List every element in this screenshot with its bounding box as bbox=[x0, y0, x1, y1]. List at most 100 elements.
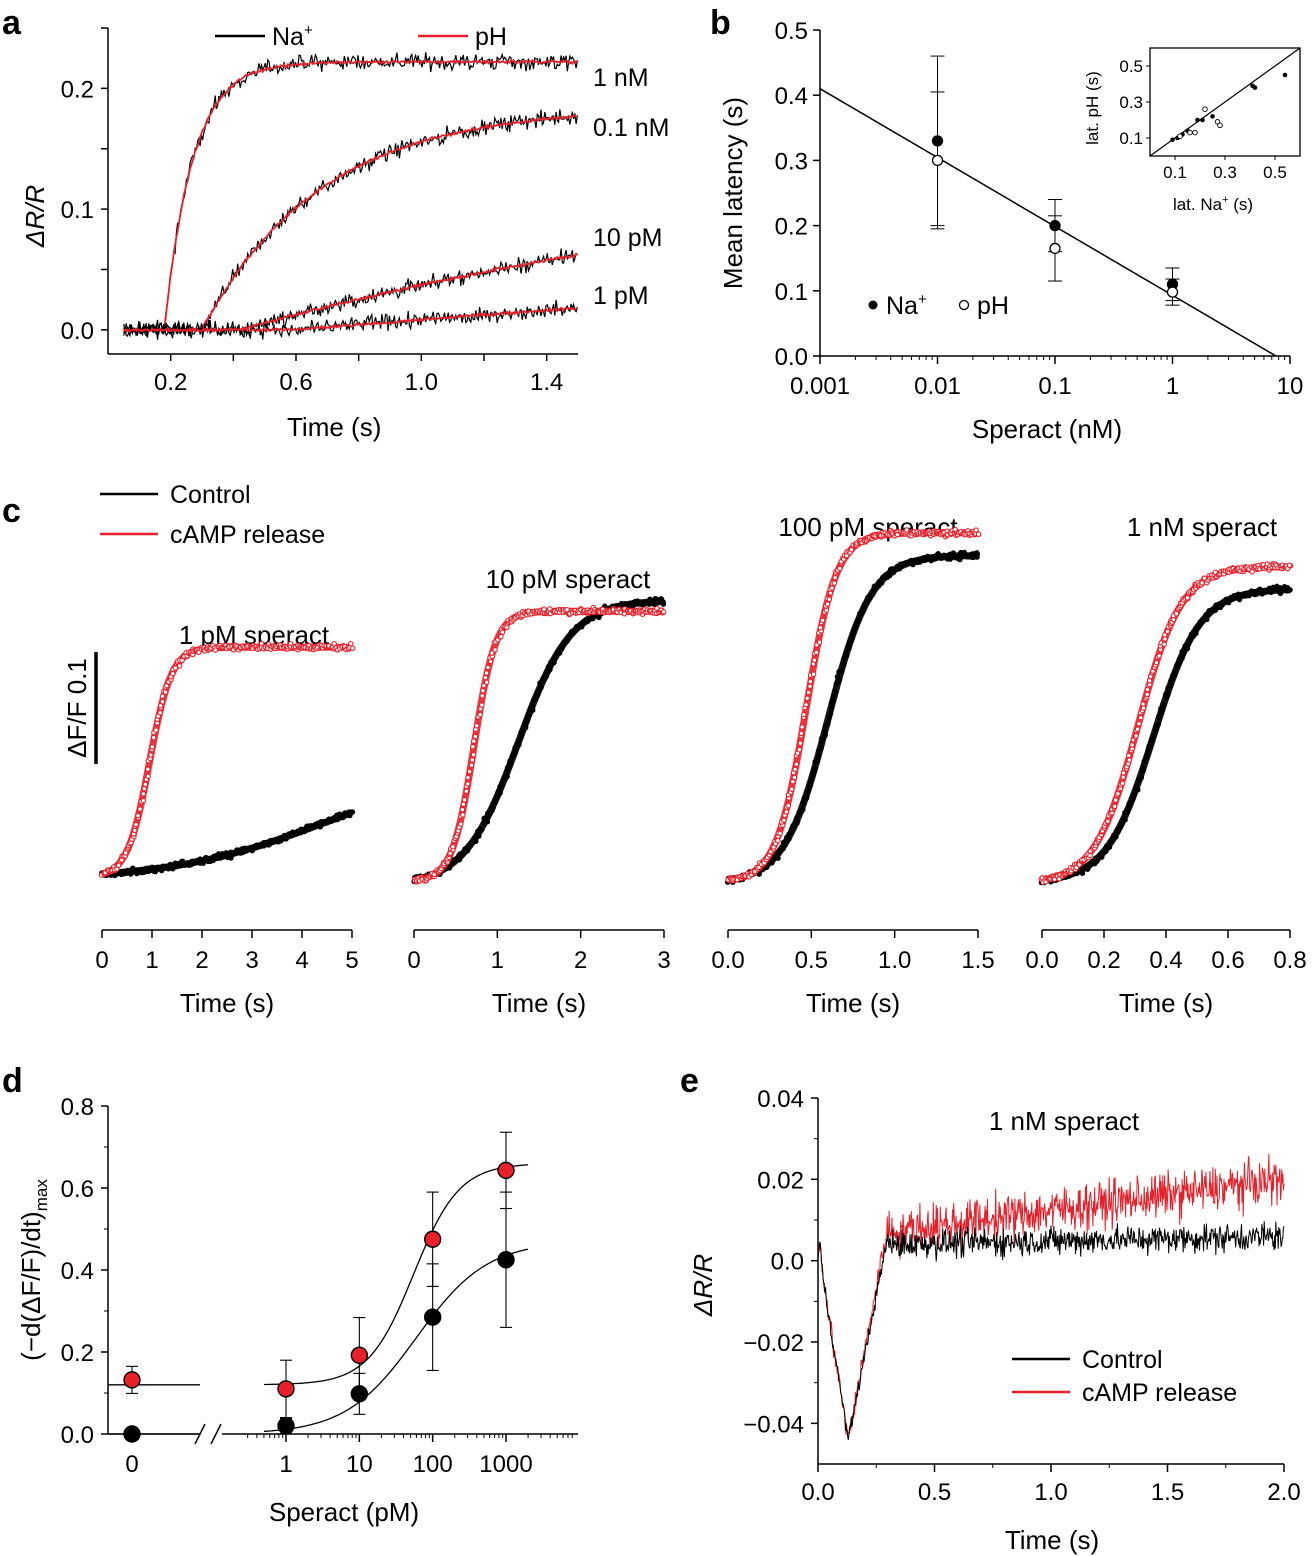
panel-d-point bbox=[497, 1251, 515, 1269]
panel-a-ytick-label: 0.2 bbox=[61, 76, 94, 103]
panel-c-camp-trace-dot bbox=[481, 682, 487, 689]
panel-c-xtick-label: 0.5 bbox=[795, 947, 828, 974]
panel-c-control-trace-dot bbox=[507, 760, 514, 766]
panel-c-camp-trace-dot bbox=[811, 657, 818, 664]
panel-c-camp-trace-dot bbox=[162, 689, 169, 695]
panel-c-camp-trace-dot bbox=[975, 531, 982, 538]
panel-c-camp-trace-dot bbox=[805, 689, 812, 696]
panel-c-camp-trace-dot bbox=[1125, 752, 1132, 759]
panel-c-camp-trace-dot bbox=[781, 817, 787, 824]
panel-b-inset-point-open bbox=[1187, 129, 1193, 136]
panel-c-camp-trace-dot bbox=[115, 862, 122, 869]
panel-c-camp-trace-dot bbox=[796, 746, 803, 753]
panel-c-camp-trace-dot bbox=[499, 629, 506, 636]
panel-c-xlabel: Time (s) bbox=[492, 988, 586, 1018]
panel-b-inset-point-open bbox=[1217, 122, 1223, 129]
panel-c-camp-trace-dot bbox=[1161, 641, 1167, 648]
panel-c-control-trace-dot bbox=[478, 827, 485, 833]
panel-c-camp-trace-dot bbox=[489, 650, 495, 656]
panel-c-camp-trace-dot bbox=[483, 679, 490, 686]
panel-c-control-trace-dot bbox=[1106, 844, 1113, 850]
panel-c-control-trace-dot bbox=[843, 650, 849, 656]
panel-c-chart: Control cAMP release ΔF/F 0.1 1 pM spera… bbox=[62, 481, 1307, 1018]
panel-c-camp-trace-dot bbox=[813, 649, 820, 656]
panel-c-camp-trace-dot bbox=[148, 752, 154, 758]
panel-c-camp-trace-dot bbox=[176, 663, 183, 669]
panel-c-camp-trace-dot bbox=[465, 781, 471, 787]
panel-c-xtick-label: 0 bbox=[407, 947, 420, 974]
panel-c-camp-trace-dot bbox=[1087, 852, 1093, 859]
panel-d-fit-curve bbox=[108, 1164, 529, 1386]
panel-c-xtick-label: 3 bbox=[245, 947, 258, 974]
panel-c-control-trace-dot bbox=[1140, 764, 1146, 771]
panel-c-control-trace-dot bbox=[1186, 637, 1193, 644]
panel-c-control-trace-dot bbox=[1150, 732, 1157, 739]
panel-c-control-trace-band bbox=[411, 597, 667, 884]
panel-c-control-trace-dot bbox=[828, 705, 835, 711]
panel-c-camp-trace-dot bbox=[1144, 691, 1150, 698]
panel-d-ylabel: (−d(ΔF/F)/dt)max bbox=[16, 1179, 51, 1361]
panel-c-control-trace-dot bbox=[476, 833, 482, 839]
panel-c-camp-trace-dot bbox=[150, 734, 157, 741]
panel-c-camp-trace-dot bbox=[145, 766, 151, 773]
panel-c-camp-trace-dot bbox=[145, 773, 151, 780]
panel-c-camp-trace-dot bbox=[824, 601, 831, 607]
panel-c-camp-trace-dot bbox=[829, 585, 835, 591]
panel-c-camp-trace-dot bbox=[798, 730, 805, 737]
panel-d-xtick-label: 100 bbox=[413, 1451, 453, 1478]
panel-c-camp-trace-dot bbox=[153, 727, 159, 733]
panel-c-camp-trace-dot bbox=[1140, 701, 1146, 707]
panel-c-camp-trace-dot bbox=[471, 738, 477, 744]
panel-c-control-trace-dot bbox=[1131, 791, 1138, 798]
panel-b-inset-ytick-label: 0.3 bbox=[1119, 93, 1143, 112]
panel-c-camp-trace-dot bbox=[157, 710, 163, 716]
panel-b-inset-ytick-label: 0.1 bbox=[1119, 129, 1143, 148]
panel-c-camp-trace-dot bbox=[140, 797, 147, 804]
panel-c-camp-trace-dot bbox=[819, 617, 826, 624]
panel-c-camp-trace-dot bbox=[1133, 733, 1139, 739]
panel-b-inset-point-filled bbox=[1210, 114, 1215, 119]
panel-c-scale-label: ΔF/F 0.1 bbox=[62, 658, 92, 758]
panel-c-camp-trace-dot bbox=[792, 766, 798, 773]
panel-c-control-trace-dot bbox=[861, 607, 867, 613]
panel-c-camp-trace-dot bbox=[170, 670, 176, 677]
panel-a-xtick-label: 0.6 bbox=[279, 369, 312, 396]
panel-b-xtick-label: 1 bbox=[1166, 373, 1179, 400]
panel-c-control-trace-dot bbox=[812, 765, 818, 772]
panel-b-ytick-label: 0.0 bbox=[775, 344, 808, 371]
panel-b-xtick-label: 0.01 bbox=[914, 373, 961, 400]
panel-b-inset-xtick-label: 0.1 bbox=[1163, 163, 1187, 182]
panel-a-xtick-label: 0.2 bbox=[154, 369, 187, 396]
panel-c-camp-trace-dot bbox=[816, 639, 823, 645]
panel-c-control-trace-dot bbox=[517, 736, 523, 743]
panel-c-control-trace-dot bbox=[815, 753, 822, 760]
panel-c-camp-trace-dot bbox=[801, 711, 807, 718]
panel-c-camp-trace-dot bbox=[793, 761, 800, 768]
panel-c-camp-trace-dot bbox=[466, 768, 473, 775]
panel-d-point bbox=[497, 1161, 515, 1180]
panel-c-camp-trace-dot bbox=[159, 693, 166, 699]
panel-d-xtick-label: 1000 bbox=[479, 1451, 532, 1478]
panel-c-control-trace-dot bbox=[832, 689, 839, 695]
panel-b-ylabel: Mean latency (s) bbox=[718, 97, 748, 289]
panel-c-subplot: 10 pM speract 0 1 2 3 Time (s) bbox=[407, 564, 670, 1018]
panel-c-camp-trace-band bbox=[99, 643, 355, 878]
panel-c-camp-trace-dot bbox=[469, 757, 476, 763]
panel-c-camp-trace-dot bbox=[159, 698, 166, 705]
panel-c-control-trace-band bbox=[725, 552, 981, 884]
panel-c-xtick-label: 1.0 bbox=[878, 947, 911, 974]
panel-c-control-trace-dot bbox=[1253, 591, 1260, 597]
panel-c-camp-trace-dot bbox=[460, 812, 466, 818]
panel-e-ytick-label: −0.04 bbox=[743, 1411, 804, 1438]
panel-c-camp-trace-dot bbox=[804, 695, 810, 702]
panel-b-ytick-label: 0.5 bbox=[775, 18, 808, 45]
panel-c-camp-trace-dot bbox=[1134, 726, 1141, 732]
panel-b-inset-point-filled bbox=[1252, 85, 1258, 90]
panel-c-camp-trace-dot bbox=[137, 806, 143, 812]
panel-b-ytick-label: 0.3 bbox=[775, 148, 808, 175]
panel-b-point-ph bbox=[1049, 242, 1061, 255]
panel-b-legend-na: Na+ bbox=[886, 291, 927, 320]
panel-c-control-trace-dot bbox=[886, 572, 893, 579]
panel-c-control-trace-dot bbox=[822, 728, 828, 735]
